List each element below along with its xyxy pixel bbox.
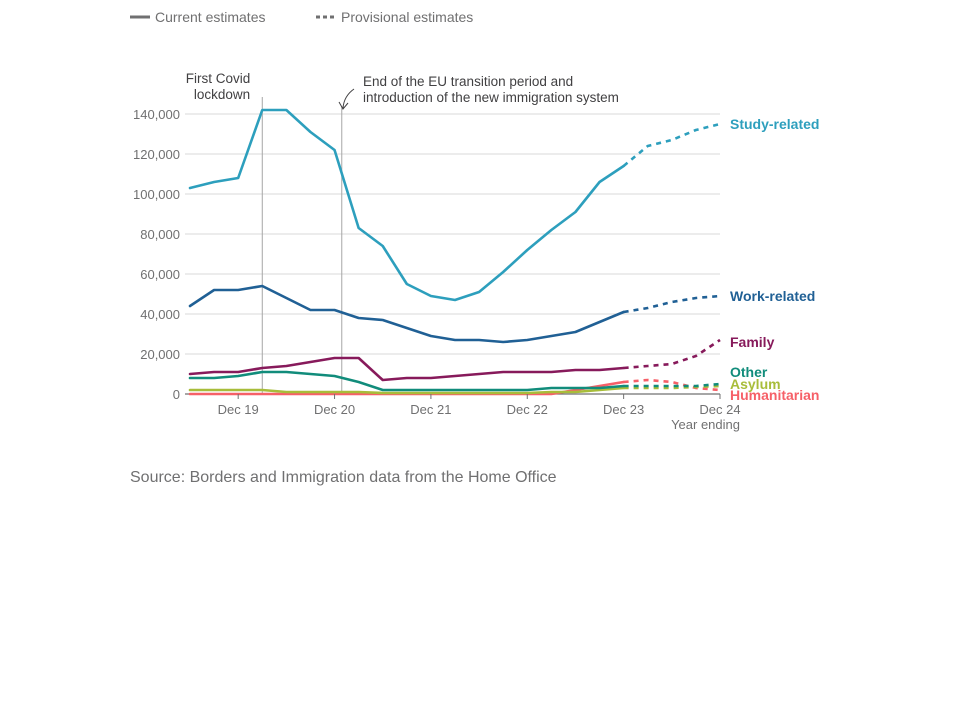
series-line-provisional-asylum <box>623 384 721 390</box>
series-label-other: Other <box>730 364 768 380</box>
annotation-arrow-icon <box>338 88 355 110</box>
y-tick-label: 20,000 <box>140 347 180 362</box>
x-tick-label: Dec 21 <box>410 402 451 417</box>
source-note: Source: Borders and Immigration data fro… <box>130 469 557 486</box>
series-labels: Study-related Work-related Family OtherAsyl… <box>730 116 819 403</box>
series-label-family: Family <box>730 334 775 350</box>
y-tick-label: 40,000 <box>140 307 180 322</box>
legend: Current estimates Provisional estimates <box>130 9 473 25</box>
series-line-work <box>188 284 625 344</box>
y-tick-label: 140,000 <box>133 107 180 122</box>
series-line-provisional-family <box>623 338 721 370</box>
series-line-provisional-work <box>623 294 721 314</box>
series-line-provisional-humanitarian <box>623 378 721 392</box>
x-tick-label: Dec 23 <box>603 402 644 417</box>
eu-transition-annotation: introduction of the new immigration syst… <box>363 90 619 105</box>
y-tick-label: 100,000 <box>133 187 180 202</box>
x-tick-label: Dec 24 <box>699 402 740 417</box>
y-tick-label: 60,000 <box>140 267 180 282</box>
series-label-study: Study-related <box>730 116 819 132</box>
x-axis: Dec 19 Dec 20 Dec 21 Dec 22 Dec 23 Dec 24Year… <box>218 394 741 432</box>
series-line-asylum <box>188 386 625 395</box>
x-tick-label: Dec 19 <box>218 402 259 417</box>
legend-provisional-label: Provisional estimates <box>341 9 473 25</box>
y-tick-label: 80,000 <box>140 227 180 242</box>
series-line-family <box>188 356 625 382</box>
y-tick-label: 120,000 <box>133 147 180 162</box>
series-lines <box>188 108 721 396</box>
legend-current-label: Current estimates <box>155 9 265 25</box>
grid: 0 20,000 40,000 60,000 80,000 100,000 120,000 1… <box>133 107 720 402</box>
series-line-provisional-study <box>622 122 721 168</box>
lockdown-annotation: First Covid <box>186 71 251 86</box>
lockdown-annotation: lockdown <box>194 87 250 102</box>
y-tick-label: 0 <box>173 387 180 402</box>
eu-transition-annotation: End of the EU transition period and <box>363 74 573 89</box>
x-tick-label: Dec 22 <box>507 402 548 417</box>
series-label-asylum: Asylum <box>730 376 781 392</box>
series-label-work: Work-related <box>730 288 815 304</box>
series-line-provisional-other <box>623 382 721 388</box>
series-line-other <box>188 370 625 392</box>
series-label-humanitarian: Humanitarian <box>730 387 819 403</box>
x-axis-title: Year ending <box>671 417 740 432</box>
series-line-study <box>188 108 625 302</box>
x-tick-label: Dec 20 <box>314 402 355 417</box>
